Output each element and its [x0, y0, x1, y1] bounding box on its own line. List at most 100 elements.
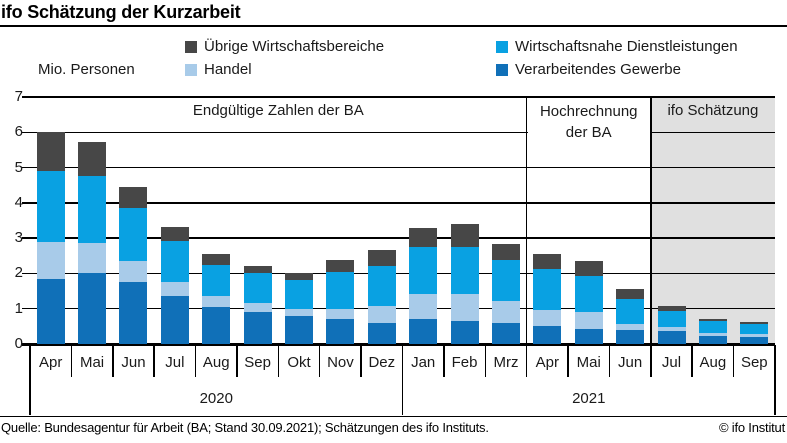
- bar-segment: [160, 282, 189, 296]
- bar-segment: [367, 323, 396, 344]
- bar-segment: [36, 279, 65, 344]
- bar-segment: [202, 307, 231, 344]
- bar-segment: [326, 309, 355, 319]
- bar: [657, 97, 686, 344]
- bar-segment: [491, 244, 520, 260]
- x-axis-month-label: Okt: [287, 354, 311, 371]
- x-axis-month-label: Mrz: [493, 354, 519, 371]
- bar: [367, 97, 396, 344]
- bar: [326, 97, 355, 344]
- bar-segment: [409, 294, 438, 319]
- bar-segment: [616, 299, 645, 324]
- bar-segment: [243, 303, 272, 312]
- y-axis-tick-label: 2: [14, 264, 23, 282]
- bar-segment: [409, 319, 438, 344]
- y-axis-unit-label: Mio. Personen: [38, 61, 135, 78]
- x-axis-separator: [236, 345, 238, 377]
- x-axis-month-label: Feb: [451, 354, 478, 371]
- x-axis-separator: [194, 345, 197, 377]
- region-label: ifo Schätzung: [667, 102, 759, 119]
- x-axis-separator: [567, 345, 569, 377]
- bar-segment: [367, 250, 396, 266]
- gridline: [22, 237, 775, 239]
- x-axis-separator: [774, 345, 776, 415]
- bar-segment: [491, 301, 520, 323]
- region-label: Hochrechnung der BA: [527, 100, 650, 146]
- x-axis-month-label: Sep: [740, 354, 768, 371]
- page-title: ifo Schätzung der Kurzarbeit: [1, 2, 241, 22]
- bar-segment: [450, 224, 479, 247]
- bar: [740, 97, 769, 344]
- x-axis-month-label: Jul: [165, 354, 185, 371]
- legend-swatch-icon: [185, 40, 197, 53]
- y-axis-tick-label: 0: [14, 335, 23, 352]
- bar-segment: [450, 321, 479, 344]
- bar: [574, 97, 603, 344]
- bar: [616, 97, 645, 344]
- region-boundary-line: [650, 97, 652, 344]
- y-axis-tick-label: 6: [14, 123, 23, 141]
- bar-segment: [574, 329, 603, 344]
- bar-segment: [243, 266, 272, 273]
- x-axis-month-label: Dez: [368, 354, 396, 371]
- y-axis-tick-label: 3: [14, 229, 23, 247]
- gridline: [22, 272, 775, 275]
- x-axis-separator: [650, 345, 652, 377]
- gridline: [22, 307, 775, 310]
- bar-segment: [202, 265, 231, 296]
- region-boundary-line: [525, 97, 528, 344]
- x-axis-month-label: Aug: [699, 354, 727, 371]
- bar-segment: [78, 142, 107, 176]
- bar-segment: [740, 334, 769, 337]
- x-axis-separator: [443, 345, 445, 377]
- bar-segment: [285, 309, 314, 316]
- bar-segment: [616, 324, 645, 330]
- legend-swatch-icon: [496, 63, 508, 76]
- bar-segment: [78, 243, 107, 273]
- y-axis-tick-label: 5: [14, 158, 23, 176]
- legend-item: Wirtschaftsnahe Dienstleistungen: [496, 38, 738, 55]
- x-axis-year-label: 2021: [572, 390, 606, 407]
- gridline: [22, 131, 775, 134]
- bar-segment: [36, 242, 65, 279]
- bar: [450, 97, 479, 344]
- x-axis-month-label: Aug: [202, 354, 230, 371]
- x-axis: Apr Mai Jun Jul Aug Sep Okt Nov Dez Jan Feb Mrz Apr M…: [22, 344, 776, 416]
- bar-segment: [160, 227, 189, 241]
- x-axis-month-label: Jun: [618, 354, 643, 371]
- copyright-note: © ifo Institut: [718, 420, 785, 435]
- bar-segment: [657, 311, 686, 327]
- bar-segment: [78, 273, 107, 344]
- bar-segment: [36, 132, 65, 171]
- x-axis-separator: [401, 345, 404, 415]
- plot-area: Endgültige Zahlen der BA Hochrechnung der…: [22, 96, 775, 345]
- gridline: [22, 166, 775, 169]
- gridline: [22, 343, 775, 345]
- bar-segment: [450, 247, 479, 294]
- bar-segment: [119, 208, 148, 261]
- bar-segment: [326, 272, 355, 309]
- x-axis-separator: [484, 345, 487, 377]
- bar-segment: [698, 333, 727, 336]
- legend-item: Übrige Wirtschaftsbereiche: [185, 38, 384, 55]
- bar: [491, 97, 520, 344]
- gridline: [22, 96, 775, 98]
- x-axis-separator: [525, 345, 528, 377]
- x-axis-month-label: Mai: [79, 354, 105, 371]
- x-axis-separator: [153, 345, 155, 377]
- legend-swatch-icon: [185, 63, 197, 76]
- bar-segment: [533, 326, 562, 344]
- bar-segment: [533, 310, 562, 326]
- bar: [285, 97, 314, 344]
- bar-segment: [78, 176, 107, 243]
- x-axis-separator: [691, 345, 693, 377]
- bar-segment: [491, 323, 520, 344]
- bar-segment: [119, 282, 148, 344]
- bar-segment: [698, 321, 727, 333]
- x-axis-month-label: Jan: [411, 354, 436, 371]
- y-axis-tick-label: 4: [14, 193, 23, 211]
- x-axis-separator: [29, 345, 31, 415]
- bar-segment: [740, 337, 769, 344]
- bar-segment: [574, 312, 603, 329]
- legend-label: Verarbeitendes Gewerbe: [515, 61, 681, 78]
